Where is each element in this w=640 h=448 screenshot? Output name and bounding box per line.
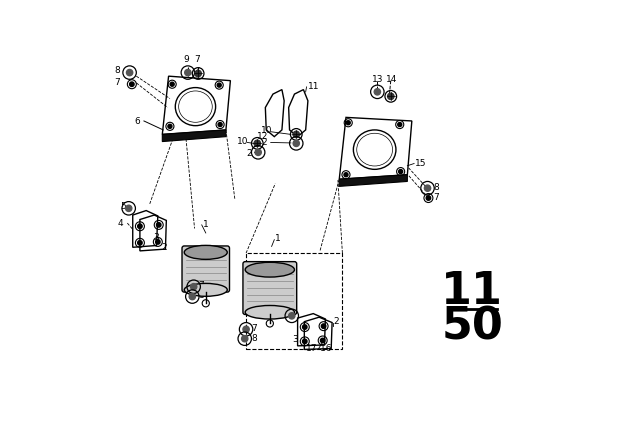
Circle shape (426, 196, 431, 200)
Circle shape (397, 122, 402, 127)
Text: 11: 11 (307, 82, 319, 90)
Ellipse shape (184, 246, 227, 259)
Polygon shape (339, 175, 407, 186)
Circle shape (189, 293, 195, 300)
Text: 8: 8 (114, 66, 120, 75)
Circle shape (157, 223, 161, 227)
Text: 50: 50 (442, 306, 503, 349)
Polygon shape (163, 130, 226, 142)
Text: 6: 6 (134, 117, 140, 126)
Circle shape (127, 69, 132, 76)
Text: 14: 14 (387, 75, 397, 84)
Circle shape (138, 241, 142, 245)
FancyBboxPatch shape (243, 262, 297, 314)
Text: 7: 7 (114, 78, 120, 87)
Text: 2: 2 (261, 138, 266, 147)
Text: 8: 8 (433, 183, 438, 192)
Text: 13: 13 (371, 75, 383, 84)
Circle shape (130, 82, 134, 86)
Text: 9: 9 (184, 55, 189, 64)
Circle shape (303, 339, 307, 344)
Circle shape (399, 169, 403, 174)
Text: 3: 3 (292, 335, 298, 344)
Circle shape (344, 173, 348, 177)
Text: 7: 7 (252, 324, 257, 333)
Circle shape (374, 89, 380, 95)
Circle shape (125, 205, 132, 211)
Circle shape (388, 93, 394, 99)
Bar (246, 253, 342, 349)
Circle shape (195, 70, 202, 77)
Text: 10: 10 (237, 137, 248, 146)
Text: 16: 16 (320, 344, 334, 353)
Circle shape (293, 131, 300, 138)
Text: 10: 10 (261, 126, 273, 135)
Text: 5: 5 (282, 310, 287, 319)
Text: 3: 3 (154, 233, 159, 242)
Circle shape (185, 69, 191, 76)
Text: 2: 2 (161, 243, 166, 252)
Circle shape (242, 336, 248, 342)
Circle shape (293, 140, 300, 146)
Circle shape (254, 140, 260, 146)
Text: 4: 4 (118, 219, 123, 228)
Text: 1: 1 (203, 220, 209, 228)
Circle shape (346, 121, 350, 125)
Circle shape (156, 240, 160, 244)
Text: 8: 8 (198, 291, 204, 300)
Text: 1: 1 (275, 234, 281, 243)
Circle shape (321, 338, 325, 343)
Circle shape (255, 149, 261, 155)
Text: 17: 17 (306, 344, 317, 353)
Text: 15: 15 (415, 159, 426, 168)
Circle shape (170, 82, 174, 86)
Text: 12: 12 (257, 132, 269, 141)
Text: 7: 7 (195, 55, 200, 64)
FancyBboxPatch shape (182, 246, 230, 292)
Circle shape (424, 185, 431, 191)
Circle shape (138, 224, 142, 228)
Text: 5: 5 (121, 202, 126, 211)
Text: 7: 7 (198, 281, 204, 290)
Ellipse shape (245, 306, 294, 319)
Circle shape (289, 313, 295, 319)
Circle shape (168, 125, 172, 129)
Ellipse shape (184, 284, 227, 296)
Circle shape (303, 325, 307, 329)
Text: 2: 2 (333, 317, 339, 326)
Ellipse shape (245, 262, 294, 277)
Text: 7: 7 (433, 193, 438, 202)
Text: 2: 2 (246, 149, 252, 158)
Circle shape (191, 284, 197, 290)
Circle shape (217, 83, 221, 87)
Text: 8: 8 (252, 334, 257, 343)
Circle shape (218, 122, 222, 127)
Circle shape (321, 324, 326, 328)
Circle shape (243, 326, 249, 332)
Text: 11: 11 (442, 270, 503, 313)
